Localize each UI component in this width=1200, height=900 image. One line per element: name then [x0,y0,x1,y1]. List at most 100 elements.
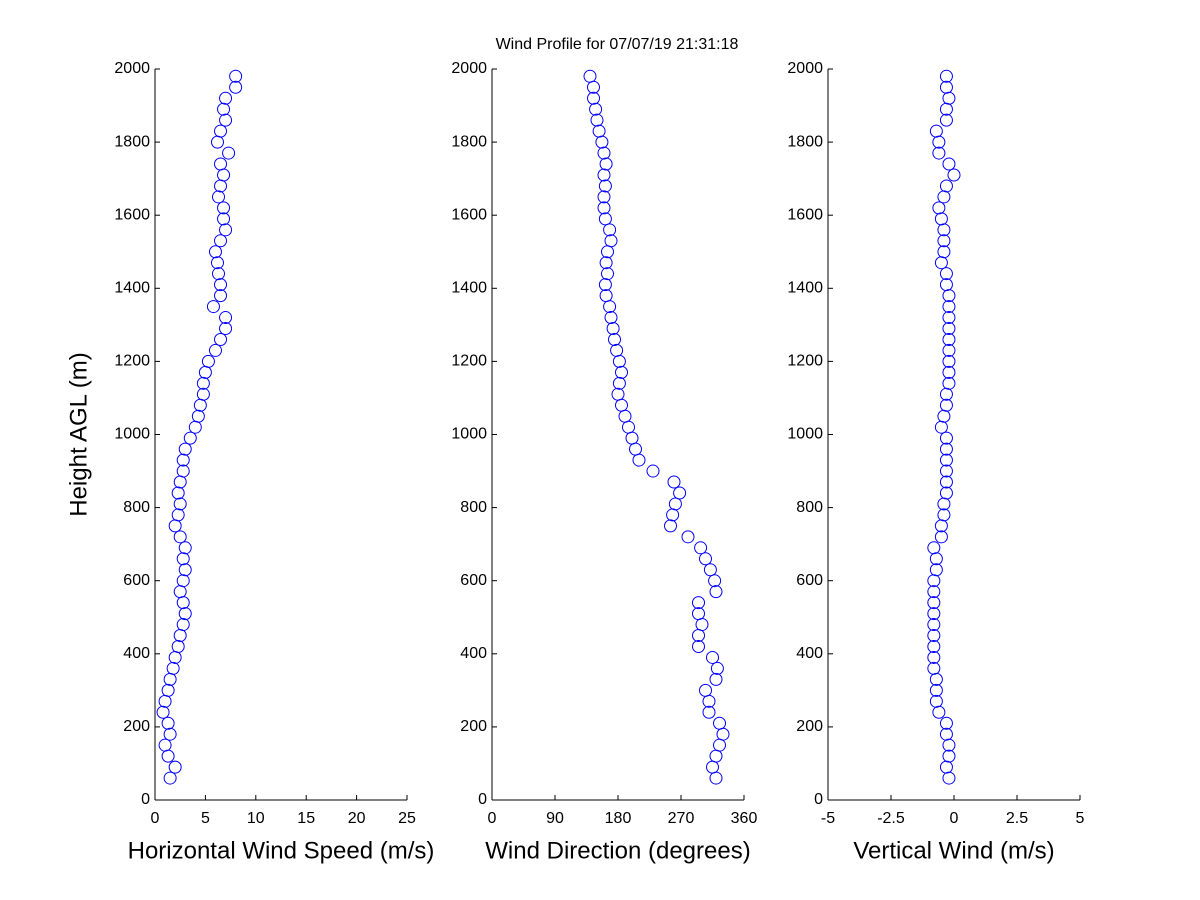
data-point [629,442,642,456]
x-tick-label: 360 [731,810,758,827]
data-point [196,387,210,401]
data-point [206,300,220,314]
data-point [176,618,190,632]
data-point [604,311,618,325]
data-point [161,716,175,730]
data-point [214,234,228,248]
y-tick-label: 800 [123,499,150,516]
data-point [673,486,687,500]
data-point [176,464,190,478]
data-point [171,508,185,522]
data-point [713,716,726,730]
data-point [166,661,180,675]
data-point [939,431,953,445]
y-tick-label: 200 [796,718,823,735]
x-tick-label: 0 [488,810,497,827]
data-point [937,508,951,522]
data-point [939,102,953,116]
x-axis-label: Horizontal Wind Speed (m/s) [128,837,435,864]
data-point [611,387,625,401]
data-point [706,760,719,774]
data-point [161,749,175,763]
data-point [597,146,611,160]
data-point [214,179,228,193]
data-point [217,212,231,226]
data-point [666,508,680,522]
data-point [210,256,224,270]
data-point [208,343,222,357]
data-point [599,157,613,171]
data-point [667,475,681,489]
data-point [932,705,946,719]
x-tick-label: 15 [297,810,315,827]
data-point [939,475,953,489]
data-point [615,365,628,379]
data-point [692,607,705,621]
data-point [929,672,943,686]
y-tick-label: 1000 [787,426,823,443]
data-point [939,80,953,94]
x-tick-label: 180 [605,810,632,827]
data-point [198,365,212,379]
data-point [703,563,717,577]
data-point [597,201,611,215]
data-point [937,190,951,204]
data-point [942,738,956,752]
data-point [608,332,621,346]
data-point [939,716,953,730]
y-tick-label: 2000 [787,60,823,77]
x-tick-label: -2.5 [877,810,905,827]
data-point [214,332,228,346]
data-point [927,629,941,643]
data-point [601,267,614,281]
data-point [716,727,730,741]
data-point [942,365,956,379]
data-point [932,146,946,160]
data-point [699,552,712,566]
data-point [939,278,953,292]
data-point [173,629,187,643]
data-point [939,464,953,478]
data-point [942,343,956,357]
data-point [934,212,948,226]
data-point [927,650,941,664]
data-point [699,683,712,697]
data-point [183,431,197,445]
y-tick-label: 2000 [451,60,487,77]
data-point [214,124,228,138]
y-tick-label: 600 [460,572,487,589]
data-point [178,442,192,456]
data-point [664,519,677,533]
data-point [178,563,192,577]
x-tick-label: 25 [398,810,416,827]
data-point [934,519,948,533]
data-point [713,738,726,752]
data-point [692,639,705,653]
data-point [618,409,632,423]
data-point [692,596,705,610]
data-point [708,574,722,588]
y-tick-label: 1000 [114,426,150,443]
data-point [598,212,612,226]
data-point [939,727,953,741]
data-point [709,771,723,785]
y-tick-label: 1800 [451,133,487,150]
data-point [942,157,956,171]
data-point [939,486,953,500]
data-point [937,234,951,248]
data-point [668,497,682,511]
data-point [939,760,953,774]
data-point [622,420,635,434]
data-point [929,124,943,138]
data-point [942,300,956,314]
data-point [934,530,948,544]
data-point [171,639,185,653]
y-tick-label: 600 [796,572,823,589]
data-point [942,322,956,336]
data-point [603,223,617,237]
data-point [947,168,961,182]
data-point [612,354,626,368]
y-tick-label: 200 [460,718,487,735]
data-point [681,530,695,544]
data-point [219,311,233,325]
